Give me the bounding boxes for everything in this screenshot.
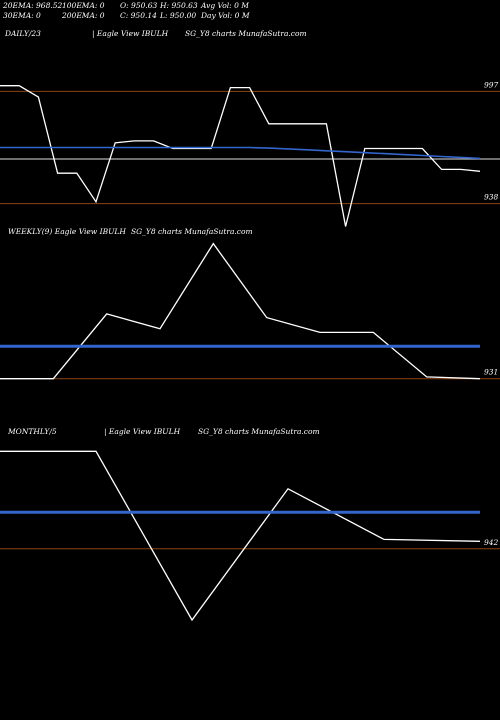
- daily-price-line: [0, 85, 481, 227]
- ema200-stat: 200EMA: 0: [62, 11, 105, 20]
- weekly-tick-label-0: 931: [484, 368, 498, 377]
- dayvol-stat: Day Vol: 0 M: [201, 11, 250, 20]
- daily-view-label: | Eagle View IBULH: [92, 29, 169, 38]
- daily-ema-line: [0, 146, 481, 160]
- ema30-stat: 30EMA: 0: [3, 11, 41, 20]
- daily-period-label: DAILY/23: [5, 29, 41, 38]
- daily-tick-label-1: 938: [484, 193, 499, 202]
- weekly-site-label: SG_Y8 charts MunafaSutra.com: [131, 227, 253, 236]
- monthly-price-line: [0, 450, 481, 622]
- monthly-site-label: SG_Y8 charts MunafaSutra.com: [198, 427, 320, 436]
- avgvol-stat: Avg Vol: 0 M: [201, 1, 249, 10]
- close-stat: C: 950.14: [120, 11, 157, 20]
- monthly-tick-label-0: 942: [484, 538, 499, 547]
- high-stat: H: 950.63: [160, 1, 198, 10]
- ema20-stat: 20EMA: 968.52: [3, 1, 63, 10]
- low-stat: L: 950.00: [160, 11, 197, 20]
- monthly-view-label: | Eagle View IBULH: [104, 427, 181, 436]
- monthly-period-label: MONTHLY/5: [8, 427, 57, 436]
- weekly-price-line: [0, 242, 481, 380]
- weekly-period-label: WEEKLY(9) Eagle View IBULH: [8, 227, 126, 236]
- daily-site-label: SG_Y8 charts MunafaSutra.com: [185, 29, 307, 38]
- open-stat: O: 950.63: [120, 1, 158, 10]
- ema100-stat: 100EMA: 0: [62, 1, 105, 10]
- daily-tick-label-0: 997: [484, 80, 499, 89]
